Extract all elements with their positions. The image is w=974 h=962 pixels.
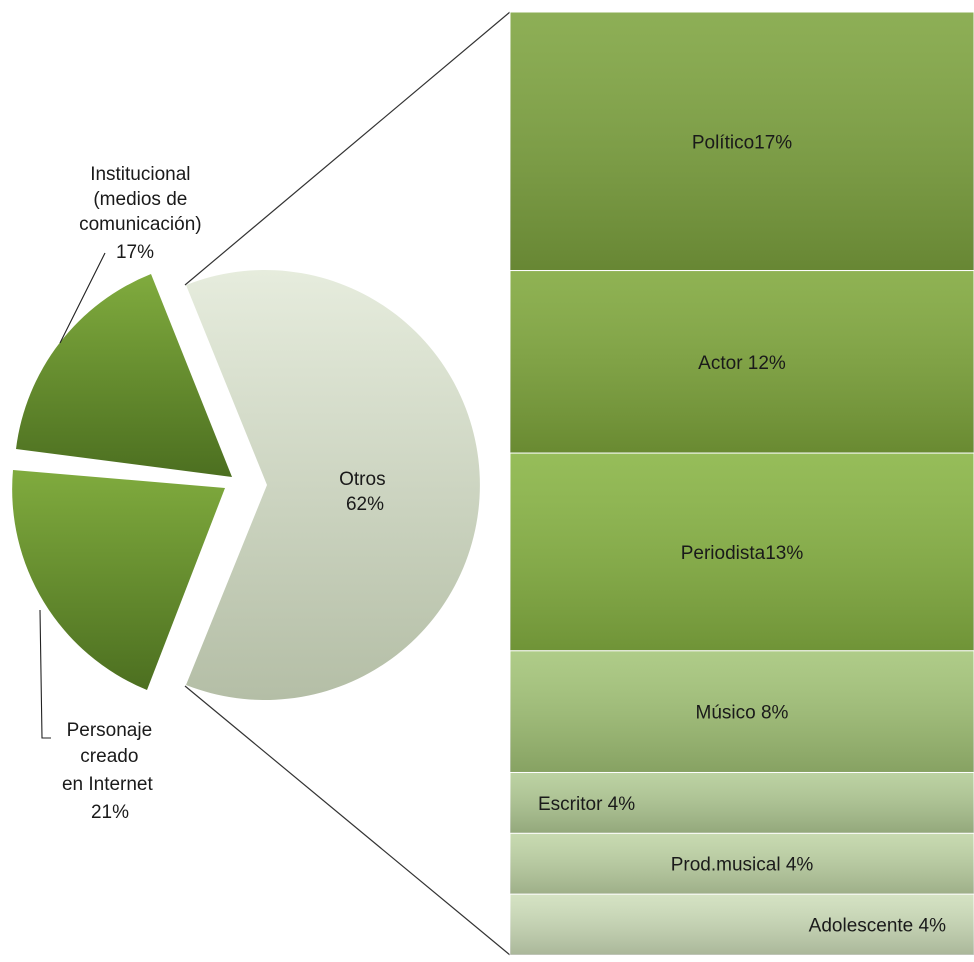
bar-segment-shading bbox=[510, 270, 974, 454]
bar-label-actor-12: Actor 12% bbox=[698, 353, 786, 374]
bar-label-prod-musical-4: Prod.musical 4% bbox=[671, 855, 814, 876]
leader-line-institucional bbox=[59, 252, 106, 344]
pie-slice-personaje bbox=[12, 470, 225, 690]
bar-label-escritor-4: Escritor 4% bbox=[538, 794, 635, 815]
bar-label-periodista13: Periodista13% bbox=[681, 543, 804, 564]
pie-slice-institucional bbox=[16, 274, 232, 477]
connector-line-bottom bbox=[184, 685, 511, 956]
connector-line-top bbox=[184, 11, 511, 286]
pie-label-otros: Otros 62% bbox=[339, 469, 391, 515]
bar-label-adolescente-4: Adolescente 4% bbox=[809, 916, 946, 937]
bar-segment-shading bbox=[510, 833, 974, 895]
bar-segment-shading bbox=[510, 650, 974, 773]
pie-slice-otros bbox=[186, 270, 480, 700]
bar-label-m-sico-8: Músico 8% bbox=[696, 703, 789, 724]
pie-label-personaje: Personaje creado en Internet 21% bbox=[62, 720, 158, 823]
bar-label-pol-tico17: Político17% bbox=[692, 132, 792, 153]
breakdown-bar: Político17% Actor 12% Periodista13% Músico … bbox=[509, 11, 974, 956]
pie-label-institucional: Institucional (medios de comunicación) 1… bbox=[79, 164, 207, 263]
bar-segment-shading bbox=[510, 894, 974, 955]
bar-segment-shading bbox=[510, 12, 974, 271]
bar-segment-shading bbox=[510, 453, 974, 651]
bar-segment-shading bbox=[510, 772, 974, 834]
leader-line-personaje bbox=[39, 609, 51, 739]
